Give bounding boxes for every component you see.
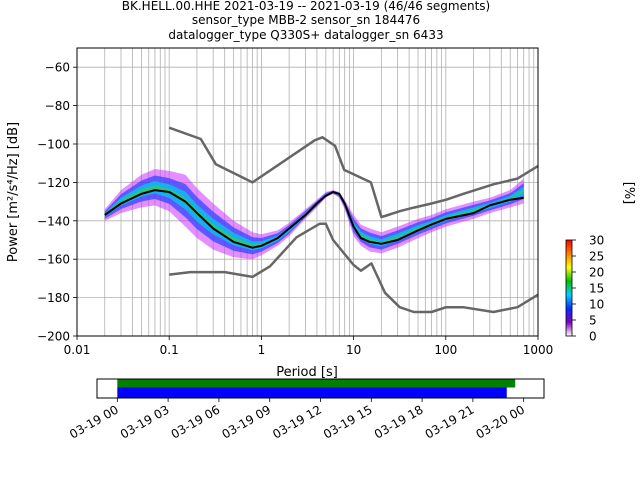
high-noise-model-line [168,126,539,219]
y-tick-label: −160 [37,253,70,267]
colorbar-tick-label: 15 [589,282,604,296]
chart-title-line-2: sensor_type MBB-2 sensor_sn 184476 [192,13,420,27]
probability-density-area [104,169,524,260]
y-tick-label: −200 [37,330,70,344]
x-axis-ticks: 0.01 0.1 1 10 100 1000 [64,336,554,357]
timeline-tick-label: 03-19 06 [169,402,223,441]
timeline-tick-label: 03-19 03 [118,402,172,441]
timeline-tick-label: 03-19 21 [423,402,477,441]
x-tick-label: 1 [258,343,266,357]
colorbar-tick-label: 5 [589,314,597,328]
timeline-tick-label: 03-19 00 [67,402,121,441]
y-axis-label: Power [m²/s⁴/Hz] [dB] [6,122,21,262]
y-tick-label: −80 [45,99,70,113]
grid-lines [76,48,538,337]
timeline-tick-label: 03-19 09 [219,402,273,441]
probability-band-1 [104,175,524,255]
colorbar-gradient [565,239,573,337]
chart-title-line-1: BK.HELL.00.HHE 2021-03-19 -- 2021-03-19 … [122,0,490,13]
x-axis-label: Period [s] [276,365,338,380]
y-axis-ticks: −60 −80 −100 −120 −140 −160 −180 −200 [37,61,77,344]
y-tick-label: −120 [37,176,70,190]
timeline-tick-label: 03-19 15 [321,402,375,441]
timeline-bar-1 [117,387,507,398]
plot-frame [76,47,539,337]
colorbar-ticks: 0 5 10 15 20 25 30 [572,234,604,344]
colorbar: 0 5 10 15 20 25 30 [%] [565,182,636,344]
colorbar-tick-label: 10 [589,298,604,312]
y-tick-label: −140 [37,214,70,228]
x-tick-label: 0.1 [160,343,179,357]
colorbar-tick-label: 25 [589,250,604,264]
series-lines [104,126,539,314]
x-tick-label: 0.01 [64,343,91,357]
colorbar-tick-label: 20 [589,266,604,280]
timeline-tick-label: 03-20 00 [473,402,527,441]
colorbar-tick-label: 30 [589,234,604,248]
timeline-tick-label: 03-19 18 [372,402,426,441]
chart-title-line-3: datalogger_type Q330S+ datalogger_sn 643… [168,28,443,42]
plot-area: 0.01 0.1 1 10 100 1000 −60 −80 −100 −120 −140 −160… [37,47,554,357]
mode-line [104,189,524,249]
x-tick-label: 100 [434,343,457,357]
low-noise-model-line [169,222,539,314]
y-tick-label: −60 [45,61,70,75]
timeline-bars [117,379,516,398]
colorbar-tick-label: 0 [589,330,597,344]
colorbar-label: [%] [621,182,636,205]
y-tick-label: −100 [37,138,70,152]
timeline-tick-label: 03-19 12 [270,402,324,441]
x-tick-label: 10 [346,343,361,357]
x-tick-label: 1000 [523,343,554,357]
timeline-bar-0 [117,379,516,388]
y-tick-label: −180 [37,291,70,305]
